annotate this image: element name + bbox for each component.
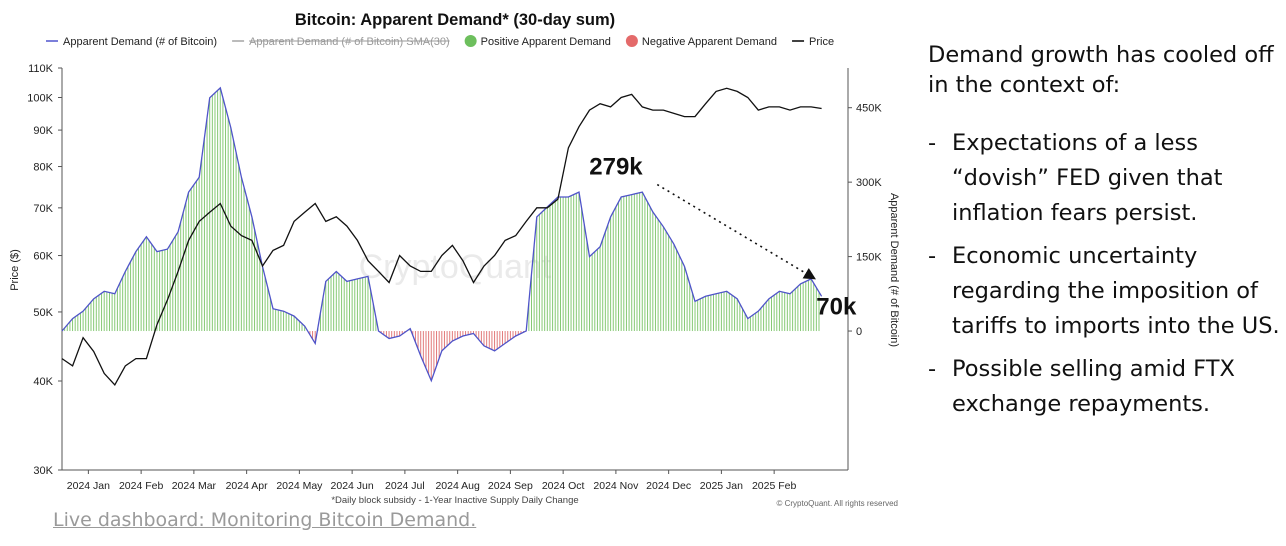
legend-label: Apparent Demand (# of Bitcoin): [63, 36, 217, 48]
bullet-marker: -: [928, 130, 937, 156]
x-tick-label: 2024 Feb: [119, 480, 164, 492]
legend-item[interactable]: Positive Apparent Demand: [464, 35, 611, 48]
bullet-text: Economic uncertainty regarding the impos…: [952, 243, 1280, 339]
y-axis-right-ticks: 450K 300K 150K 0: [848, 103, 882, 338]
x-tick-label: 2024 Jun: [331, 480, 374, 492]
x-tick-label: 2024 Nov: [593, 480, 639, 492]
x-tick-label: 2025 Jan: [700, 480, 743, 492]
x-tick-label: 2024 Jul: [385, 480, 425, 492]
legend-label: Apparent Demand (# of Bitcoin) SMA(30): [249, 36, 450, 48]
y-right-tick-label: 450K: [856, 103, 882, 115]
x-tick-label: 2024 Apr: [226, 480, 269, 492]
y-left-tick-label: 110K: [28, 63, 54, 75]
legend-item[interactable]: Apparent Demand (# of Bitcoin) SMA(30): [232, 36, 450, 48]
y-right-tick-label: 300K: [856, 177, 882, 189]
bullet-text: Expectations of a less “dovish” FED give…: [952, 130, 1223, 226]
demand-bars: [64, 87, 820, 381]
x-tick-label: 2024 Aug: [435, 480, 480, 492]
chart-credit: © CryptoQuant. All rights reserved: [777, 499, 899, 508]
x-tick-label: 2024 Dec: [646, 480, 691, 492]
annotation-peak-279k: 279k: [589, 154, 643, 181]
y-left-tick-label: 60K: [33, 251, 53, 263]
commentary-bullet: - Possible selling amid FTX exchange repa…: [928, 352, 1280, 422]
legend-item[interactable]: Price: [792, 36, 834, 48]
commentary-bullet: - Economic uncertainty regarding the impo…: [928, 239, 1280, 344]
demand-chart: Bitcoin: Apparent Demand* (30-day sum) A…: [9, 11, 900, 508]
x-tick-label: 2024 Jan: [67, 480, 110, 492]
x-tick-label: 2024 May: [276, 480, 323, 492]
y-left-tick-label: 30K: [33, 465, 53, 477]
legend-label: Positive Apparent Demand: [481, 36, 611, 48]
y-left-tick-label: 80K: [33, 162, 53, 174]
chart-title: Bitcoin: Apparent Demand* (30-day sum): [295, 11, 615, 29]
chart-footnote: *Daily block subsidy - 1-Year Inactive S…: [331, 495, 578, 506]
price-series-line: [61, 87, 822, 387]
legend-swatch: [464, 35, 477, 47]
chart-legend: Apparent Demand (# of Bitcoin) Apparent D…: [46, 35, 834, 48]
bullet-marker: -: [928, 243, 937, 269]
legend-swatch: [625, 35, 638, 47]
y-axis-left-ticks: 110K 100K 90K 80K 70K 60K 50K 40K 30K: [27, 63, 62, 477]
y-left-tick-label: 40K: [33, 376, 53, 388]
y-left-tick-label: 100K: [27, 92, 53, 104]
bullet-marker: -: [928, 356, 937, 382]
legend-item[interactable]: Negative Apparent Demand: [625, 35, 777, 48]
legend-item[interactable]: Apparent Demand (# of Bitcoin): [46, 36, 217, 48]
legend-label: Negative Apparent Demand: [642, 36, 777, 48]
commentary-panel: Demand growth has cooled off in the cont…: [928, 40, 1280, 430]
y-left-tick-label: 90K: [33, 125, 53, 137]
y-left-tick-label: 70K: [33, 203, 53, 215]
y-right-tick-label: 0: [856, 326, 862, 338]
annotation-current-70k: 70k: [816, 293, 857, 320]
legend-label: Price: [809, 36, 834, 48]
y-axis-right-label: Apparent Demand (# of Bitcoin): [888, 193, 900, 347]
y-right-tick-label: 150K: [856, 252, 882, 264]
demand-series-line: [61, 86, 823, 383]
x-tick-label: 2024 Sep: [488, 480, 533, 492]
dashboard-link[interactable]: Live dashboard: Monitoring Bitcoin Deman…: [53, 509, 477, 531]
x-tick-label: 2025 Feb: [752, 480, 797, 492]
commentary-list: - Expectations of a less “dovish” FED giv…: [928, 126, 1280, 422]
x-axis-ticks: 2024 Jan 2024 Feb 2024 Mar 2024 Apr 2024 May…: [67, 470, 797, 492]
commentary-intro: Demand growth has cooled off in the cont…: [928, 42, 1274, 98]
plot-area: [61, 68, 849, 471]
x-tick-label: 2024 Mar: [172, 480, 217, 492]
bullet-text: Possible selling amid FTX exchange repay…: [952, 356, 1235, 417]
x-tick-label: 2024 Oct: [542, 480, 585, 492]
trend-arrow: [656, 183, 816, 280]
y-axis-left-label: Price ($): [9, 249, 21, 291]
commentary-bullet: - Expectations of a less “dovish” FED giv…: [928, 126, 1280, 231]
y-left-tick-label: 50K: [33, 307, 53, 319]
